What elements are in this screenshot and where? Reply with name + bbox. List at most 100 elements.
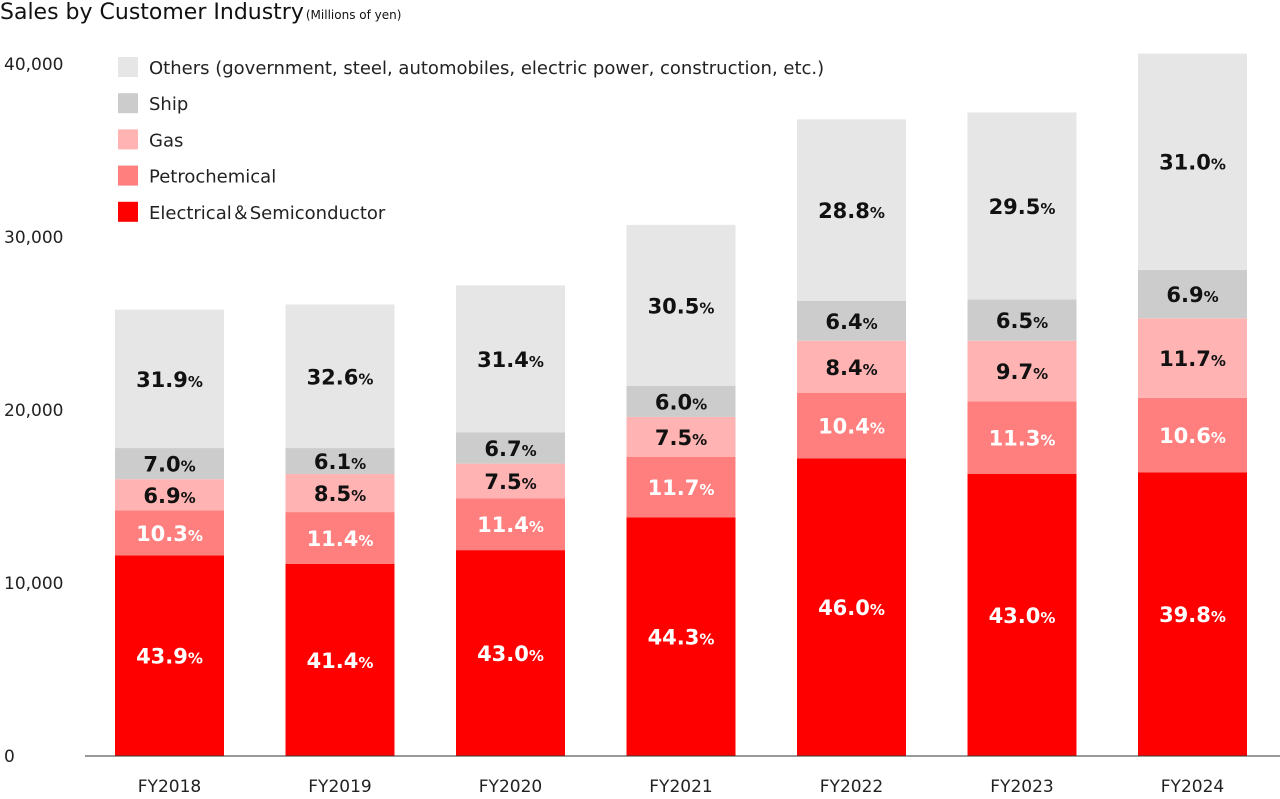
data-label-percent: % [522,475,537,493]
bar-stack-fy2024: 39.8%10.6%11.7%6.9%31.0% [1138,53,1247,756]
bar-stack-fy2023: 43.0%11.3%9.7%6.5%29.5% [967,112,1077,756]
data-label-value: 31.4 [477,348,529,372]
data-label-percent: % [188,527,203,545]
bar-segment [115,510,224,556]
x-tick-label: FY2020 [479,777,542,797]
data-label-percent: % [1211,156,1226,174]
bar-segment [285,563,395,756]
bar-segment [115,555,224,756]
data-label-value: 6.9 [1166,283,1203,307]
data-label-value: 11.4 [307,527,359,551]
data-label-percent: % [863,315,878,333]
bar-segment [1138,397,1247,473]
data-label-percent: % [870,601,885,619]
bar-segment [626,224,736,386]
data-label-value: 32.6 [307,365,359,389]
bar-segment [797,458,906,756]
data-label: 43.0% [477,642,544,666]
data-label-percent: % [358,370,373,388]
bar-segment [285,474,395,513]
data-label: 7.5% [655,426,707,450]
data-label: 43.9% [136,645,203,669]
bar-segment [797,119,906,302]
legend-item: Electrical＆Semiconductor [118,201,386,224]
bar-segment [285,304,395,449]
data-label: 10.3% [136,522,203,546]
data-label-percent: % [699,481,714,499]
bar-segment [797,340,906,393]
bar-segment [456,285,565,433]
data-label-percent: % [181,489,196,507]
bar-segment [285,448,395,475]
data-label-value: 7.5 [655,426,692,450]
data-label: 31.0% [1159,151,1226,175]
data-label-percent: % [699,299,714,317]
bar-segment [1138,472,1247,756]
data-label: 39.8% [1159,603,1226,627]
bar-segment [1138,269,1247,319]
bar-segment [626,517,736,756]
y-axis: 0 10,000 20,000 30,000 40,000 [4,55,63,767]
data-label: 8.4% [825,356,877,380]
data-label-percent: % [1040,609,1055,627]
data-label: 41.4% [307,649,374,673]
data-label: 32.6% [307,365,374,389]
bar-segment [1138,318,1247,398]
bar-segment [967,401,1077,475]
data-label-value: 43.0 [477,642,529,666]
legend-label: Others (government, steel, automobiles, … [149,58,824,79]
y-tick-label: 40,000 [4,55,63,75]
data-label-value: 11.4 [477,513,529,537]
data-label-value: 28.8 [818,199,870,223]
data-label-value: 10.6 [1159,424,1211,448]
data-label: 6.4% [825,310,877,334]
data-label-percent: % [863,361,878,379]
data-label: 44.3% [648,626,715,650]
data-label-percent: % [188,650,203,668]
data-label-percent: % [1204,288,1219,306]
bar-segment [967,340,1077,402]
data-label-value: 41.4 [307,649,359,673]
data-label-percent: % [351,487,366,505]
bar-segment [626,385,736,417]
data-label-value: 7.5 [484,470,521,494]
bar-segment [115,309,224,449]
bar-segment [1138,53,1247,270]
data-label: 11.4% [307,527,374,551]
x-tick-label: FY2018 [138,777,201,797]
data-label: 6.0% [655,390,707,414]
data-label-percent: % [358,532,373,550]
bar-segment [456,463,565,499]
bar-stack-fy2018: 43.9%10.3%6.9%7.0%31.9% [115,309,224,756]
legend-label: Ship [149,94,188,115]
y-tick-label: 20,000 [4,401,63,421]
data-label-value: 31.9 [136,368,188,392]
data-label-value: 9.7 [996,360,1033,384]
data-label: 7.5% [484,470,536,494]
legend-swatch [118,129,138,150]
legend: Others (government, steel, automobiles, … [118,57,824,224]
data-label-percent: % [1211,352,1226,370]
data-label-value: 31.0 [1159,151,1211,175]
data-label: 31.9% [136,368,203,392]
bar-segment [456,498,565,551]
data-label: 28.8% [818,199,885,223]
legend-item: Gas [118,129,183,151]
bar-stack-fy2021: 44.3%11.7%7.5%6.0%30.5% [626,224,736,756]
data-label-value: 43.9 [136,645,188,669]
data-label-percent: % [1211,608,1226,626]
bar-segment [285,512,395,564]
data-label: 46.0% [818,596,885,620]
data-label: 30.5% [648,294,715,318]
data-label-percent: % [870,420,885,438]
bar-segment [797,301,906,341]
x-tick-label: FY2022 [820,777,883,797]
y-tick-label: 30,000 [4,228,63,248]
x-axis: FY2018 FY2019 FY2020 FY2021 FY2022 FY2023 FY20… [85,755,1280,797]
data-label: 6.5% [996,309,1048,333]
x-tick-label: FY2021 [649,777,712,797]
bar-segment [797,392,906,459]
data-label-percent: % [1040,200,1055,218]
chart-title: Sales by Customer Industry (Millions of y… [0,0,401,28]
